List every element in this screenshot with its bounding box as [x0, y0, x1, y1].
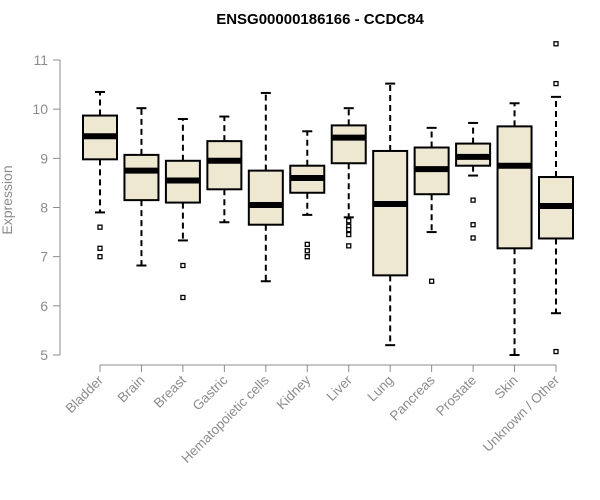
- outlier-point: [180, 294, 186, 301]
- x-tick-label: Skin: [491, 373, 520, 402]
- box-11: [538, 41, 574, 355]
- box-3: [206, 115, 243, 224]
- y-tick-label: 11: [33, 52, 48, 68]
- box-9: [455, 121, 492, 241]
- y-tick-label: 8: [40, 200, 48, 216]
- x-tick-label: Breast: [151, 372, 189, 410]
- y-axis: 5 6 7 8 9 10 11: [32, 52, 61, 363]
- box-body: [330, 124, 367, 165]
- x-tick-label: Kidney: [274, 372, 314, 412]
- y-tick-label: 6: [40, 298, 48, 314]
- boxes-group: [82, 41, 574, 356]
- outlier-point: [470, 197, 476, 203]
- outlier-point: [428, 278, 435, 284]
- box-body: [496, 125, 533, 250]
- outlier-point: [97, 254, 103, 260]
- box-0: [82, 90, 118, 260]
- box-6: [330, 107, 367, 249]
- x-tick-label: Pancreas: [387, 372, 438, 423]
- y-tick-label: 10: [32, 101, 48, 117]
- outlier-point: [346, 243, 352, 249]
- box-body: [372, 149, 409, 277]
- box-body: [247, 169, 284, 226]
- outlier-point: [553, 41, 559, 47]
- outlier-point: [346, 226, 352, 233]
- outlier-point: [97, 224, 103, 230]
- outlier-point: [346, 231, 352, 238]
- y-axis-label: Expression: [0, 165, 15, 234]
- box-8: [413, 126, 450, 284]
- box-1: [123, 107, 160, 267]
- box-2: [164, 118, 201, 301]
- x-tick-label: Gastric: [190, 372, 231, 413]
- outlier-point: [304, 254, 310, 260]
- x-tick-label: Liver: [324, 372, 356, 404]
- y-tick-label: 7: [40, 249, 48, 265]
- x-tick-label: Bladder: [63, 372, 107, 416]
- chart-title: ENSG00000186166 - CCDC84: [216, 11, 424, 28]
- box-body: [123, 153, 160, 202]
- x-tick-label: Brain: [115, 373, 148, 406]
- box-4: [247, 91, 284, 283]
- x-tick-label: Unknown / Other: [480, 372, 563, 455]
- outlier-point: [97, 245, 103, 251]
- outlier-point: [180, 262, 186, 269]
- x-tick-label: Lung: [364, 373, 396, 405]
- outlier-point: [304, 248, 310, 254]
- outlier-point: [470, 235, 476, 241]
- box-5: [289, 130, 326, 260]
- x-tick-label: Prostate: [433, 373, 479, 419]
- outlier-point: [470, 222, 476, 228]
- y-tick-label: 9: [40, 150, 48, 166]
- outlier-point: [553, 80, 559, 87]
- box-body: [206, 140, 243, 191]
- y-tick-label: 5: [40, 347, 48, 363]
- box-10: [496, 102, 533, 356]
- outlier-point: [553, 348, 559, 355]
- outlier-point: [346, 218, 352, 224]
- outlier-point: [304, 241, 310, 248]
- box-7: [372, 82, 409, 347]
